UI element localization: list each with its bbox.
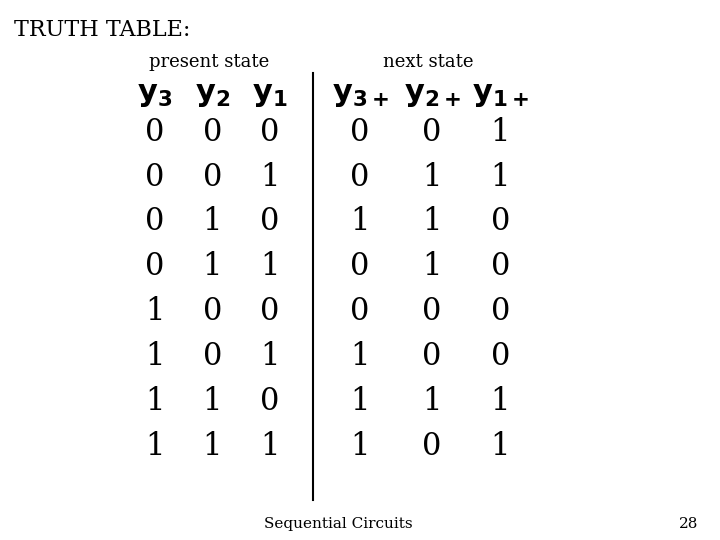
Text: 0: 0	[491, 296, 510, 327]
Text: 28: 28	[679, 517, 698, 531]
Text: 1: 1	[490, 117, 510, 148]
Text: 1: 1	[422, 206, 442, 238]
Text: 1: 1	[350, 386, 370, 417]
Text: 1: 1	[260, 430, 280, 462]
Text: $\mathbf{y_2}$: $\mathbf{y_2}$	[194, 80, 230, 109]
Text: 0: 0	[423, 117, 441, 148]
Text: 0: 0	[203, 117, 222, 148]
Text: 1: 1	[490, 430, 510, 462]
Text: $\mathbf{y_{3+}}$: $\mathbf{y_{3+}}$	[332, 80, 388, 109]
Text: 0: 0	[351, 117, 369, 148]
Text: 0: 0	[145, 206, 164, 238]
Text: 1: 1	[422, 386, 442, 417]
Text: 0: 0	[351, 161, 369, 193]
Text: 0: 0	[423, 341, 441, 372]
Text: 1: 1	[490, 386, 510, 417]
Text: $\mathbf{y_{2+}}$: $\mathbf{y_{2+}}$	[404, 80, 460, 109]
Text: 1: 1	[145, 430, 165, 462]
Text: 0: 0	[203, 161, 222, 193]
Text: 0: 0	[351, 296, 369, 327]
Text: 0: 0	[491, 341, 510, 372]
Text: next state: next state	[383, 53, 474, 71]
Text: present state: present state	[148, 53, 269, 71]
Text: 1: 1	[350, 430, 370, 462]
Text: 0: 0	[423, 296, 441, 327]
Text: 0: 0	[491, 251, 510, 282]
Text: 1: 1	[145, 296, 165, 327]
Text: 1: 1	[202, 251, 222, 282]
Text: TRUTH TABLE:: TRUTH TABLE:	[14, 19, 191, 41]
Text: 1: 1	[145, 341, 165, 372]
Text: $\mathbf{y_{1+}}$: $\mathbf{y_{1+}}$	[472, 80, 528, 109]
Text: 1: 1	[145, 386, 165, 417]
Text: 0: 0	[351, 251, 369, 282]
Text: 0: 0	[203, 296, 222, 327]
Text: 1: 1	[202, 430, 222, 462]
Text: 0: 0	[261, 296, 279, 327]
Text: 1: 1	[350, 341, 370, 372]
Text: 1: 1	[202, 206, 222, 238]
Text: 0: 0	[145, 251, 164, 282]
Text: 0: 0	[423, 430, 441, 462]
Text: 1: 1	[422, 251, 442, 282]
Text: 0: 0	[203, 341, 222, 372]
Text: 0: 0	[145, 117, 164, 148]
Text: 1: 1	[422, 161, 442, 193]
Text: $\mathbf{y_1}$: $\mathbf{y_1}$	[252, 80, 288, 109]
Text: Sequential Circuits: Sequential Circuits	[264, 517, 413, 531]
Text: 0: 0	[145, 161, 164, 193]
Text: 1: 1	[260, 341, 280, 372]
Text: 1: 1	[260, 251, 280, 282]
Text: $\mathbf{y_3}$: $\mathbf{y_3}$	[137, 80, 173, 109]
Text: 0: 0	[261, 117, 279, 148]
Text: 1: 1	[260, 161, 280, 193]
Text: 0: 0	[261, 386, 279, 417]
Text: 0: 0	[491, 206, 510, 238]
Text: 1: 1	[350, 206, 370, 238]
Text: 1: 1	[490, 161, 510, 193]
Text: 1: 1	[202, 386, 222, 417]
Text: 0: 0	[261, 206, 279, 238]
